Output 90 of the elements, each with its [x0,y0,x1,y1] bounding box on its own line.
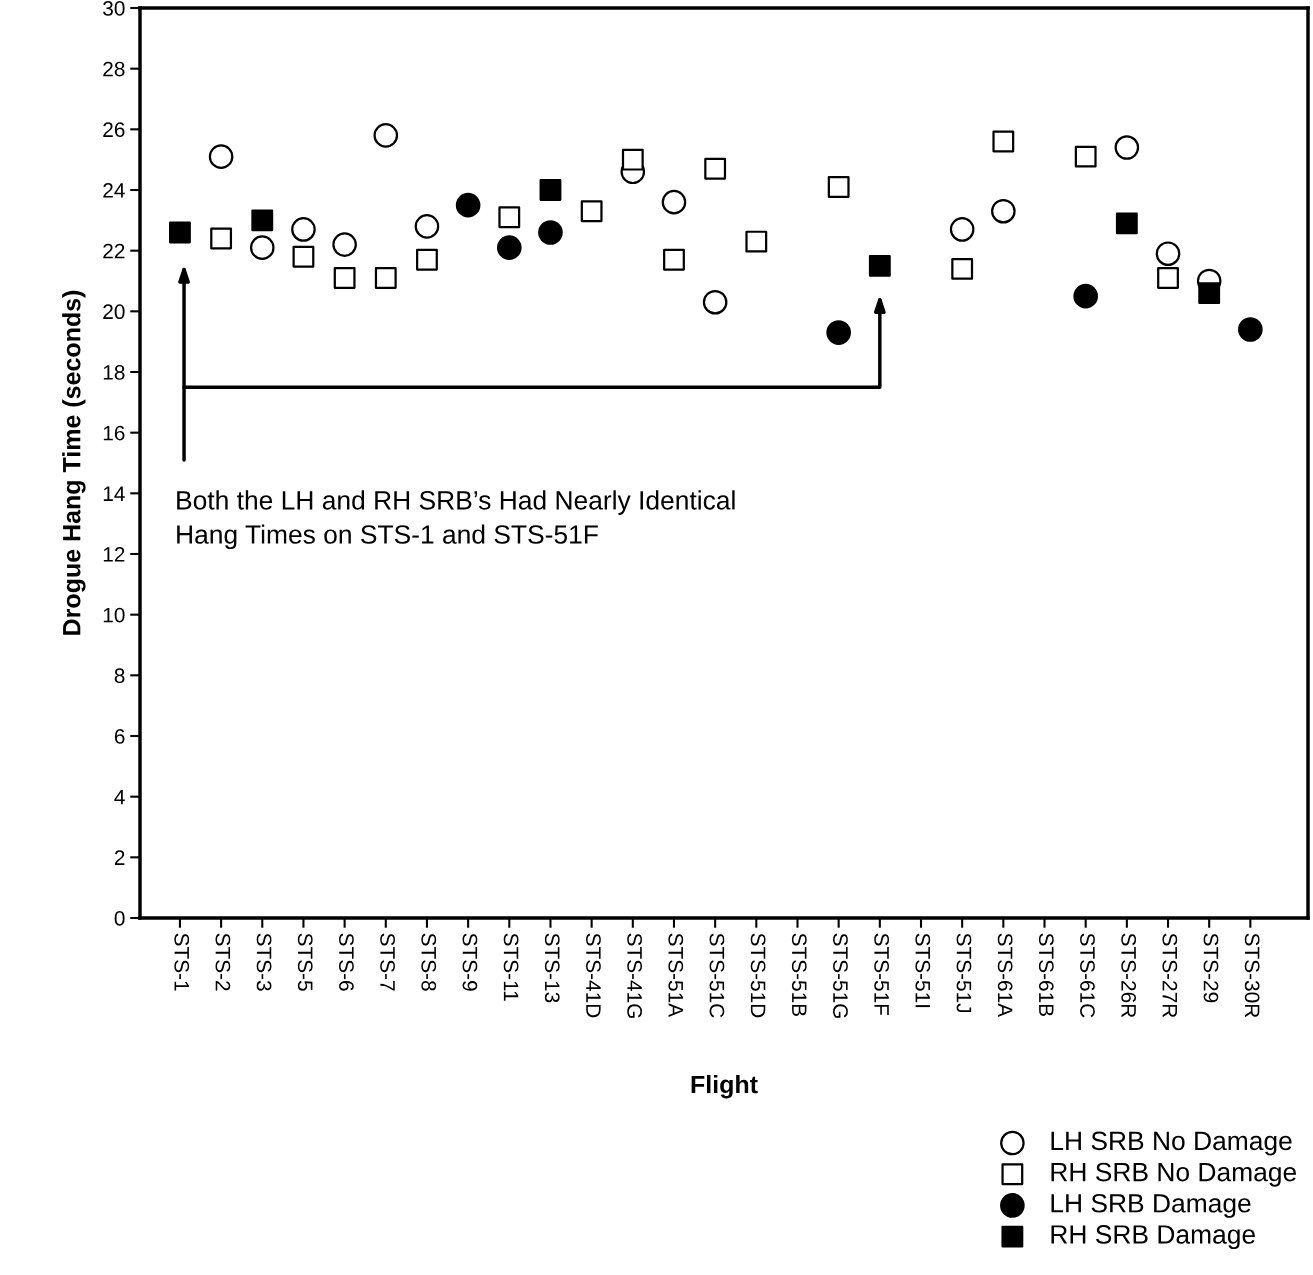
y-tick-label: 18 [103,365,125,380]
point [949,217,975,242]
legend-label: LH SRB Damage [1051,1193,1251,1218]
x-tick-label: STS-30R [1244,933,1260,1018]
point [210,227,233,250]
x-tick-label: STS-61B [1038,933,1054,1017]
point [1074,145,1097,168]
x-tick-label: STS-51D [750,933,766,1018]
x-tick-label: STS-51A [668,933,684,1018]
point [332,232,357,257]
x-tick-label: STS-61C [1080,933,1095,1018]
x-tick-label: STS-51B [791,933,807,1017]
point [580,200,603,223]
x-tick-label: STS-8 [421,933,437,991]
x-tick-label: STS-7 [380,933,395,991]
point [292,245,315,268]
x-tick-label: STS-29 [1203,933,1219,1003]
x-axis-title: Flight [691,1074,758,1099]
x-tick-label: STS-13 [544,933,560,1003]
x-tick-label: STS-41D [586,933,601,1018]
point [539,179,562,201]
x-tick-label: STS-51C [709,933,725,1018]
y-tick-label: 14 [103,486,125,501]
point [333,267,356,289]
y-tick-label: 12 [103,547,125,562]
point [251,209,274,232]
point [1073,283,1098,309]
y-tick-label: 26 [103,122,125,138]
point [868,254,891,277]
point [416,248,438,271]
point [455,192,481,218]
point [249,235,275,260]
x-tick-label: STS-61A [997,933,1013,1018]
x-tick-label: STS-2 [215,933,231,991]
point [745,230,768,253]
x-tick-label: STS-51F [874,933,889,1016]
point [992,130,1015,153]
y-tick-label: 28 [103,61,125,77]
point [702,289,728,315]
point [827,176,850,198]
y-axis-title: Drogue Hang Time (seconds) [62,290,86,635]
legend-label: RH SRB No Damage [1051,1162,1296,1187]
point [538,220,563,245]
point [414,214,440,239]
point [704,157,727,180]
y-tick-label: 16 [103,425,125,441]
y-tick-label: 10 [103,607,125,623]
point [1115,212,1138,235]
x-tick-label: STS-6 [339,933,354,991]
point [661,189,687,215]
point [1238,317,1263,342]
x-tick-label: STS-11 [503,933,519,1001]
x-tick-label: STS-5 [297,933,313,991]
point [826,320,851,345]
point [1157,267,1179,289]
x-tick-label: STS-41G [627,933,642,1018]
y-tick-label: 4 [114,789,125,805]
point [951,257,974,280]
y-tick-label: 2 [114,850,125,865]
point [663,248,685,271]
point [373,123,399,148]
y-tick-label: 20 [103,304,125,320]
y-tick-label: 24 [103,183,125,198]
point [1155,241,1181,267]
x-tick-label: STS-9 [462,933,478,991]
x-tick-label: STS-26R [1121,933,1137,1018]
point [496,235,522,260]
legend-label: RH SRB Damage [1051,1225,1255,1250]
x-tick-label: STS-3 [256,933,272,991]
point [374,267,397,289]
y-tick-label: 6 [114,729,125,744]
y-tick-label: 0 [114,911,125,926]
point [621,148,644,171]
x-tick-label: STS-51J [956,933,972,1013]
annotation: Both the LH and RH SRB’s Had Nearly Identical Hang Times on STS-1 and STS-51F [177,490,735,550]
point [1198,282,1221,305]
point [498,206,521,229]
y-tick-label: 22 [103,243,125,259]
x-tick-label: STS-51G [833,933,848,1018]
point [291,217,316,242]
point [1114,135,1140,160]
point [169,221,191,244]
point [208,144,234,169]
x-tick-label: STS-51I [915,933,931,1008]
x-tick-label: STS-27R [1162,933,1178,1018]
point [991,198,1016,224]
y-tick-label: 8 [114,668,125,684]
y-tick-label: 30 [103,1,125,16]
x-tick-label: STS-1 [174,933,190,991]
legend-label: LH SRB No Damage [1051,1131,1292,1156]
